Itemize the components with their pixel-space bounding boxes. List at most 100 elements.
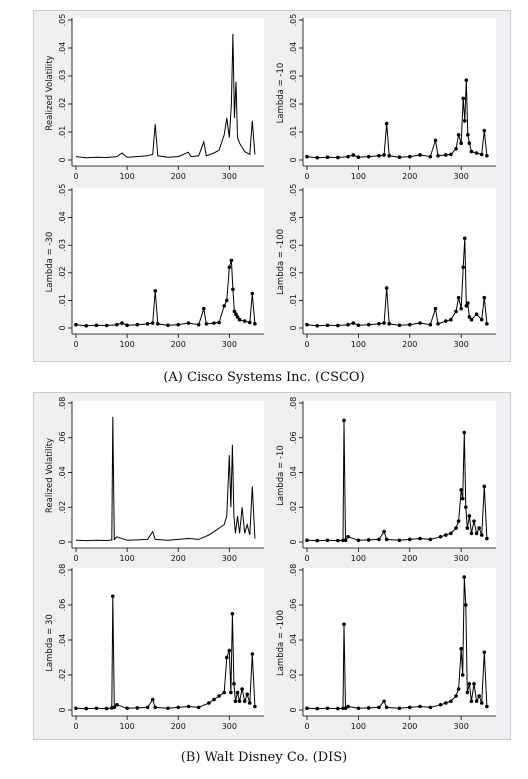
data-point-5-32 (479, 533, 484, 537)
data-point-3-8 (377, 322, 381, 326)
data-point-2-28 (237, 317, 242, 322)
data-point-3-1 (315, 323, 320, 328)
y-tick-label-2-4: .04 (58, 211, 67, 224)
data-point-2-17 (204, 322, 209, 326)
data-point-1-27 (467, 141, 472, 145)
data-point-6-16 (196, 705, 201, 710)
x-tick-label-1-2: 200 (402, 172, 417, 181)
data-point-3-23 (461, 265, 466, 270)
data-point-5-17 (438, 534, 443, 539)
y-axis-title-6: Lambda = 30 (45, 614, 55, 672)
data-point-5-1 (315, 538, 320, 543)
data-point-5-10 (377, 537, 381, 542)
data-point-2-18 (212, 321, 216, 325)
x-tick-label-7-2: 200 (402, 722, 417, 731)
data-point-2-4 (115, 322, 119, 327)
data-point-3-10 (384, 286, 389, 290)
data-point-1-12 (397, 155, 402, 159)
x-tick-label-3-2: 200 (402, 340, 417, 349)
x-tick-label-4-2: 200 (171, 554, 186, 563)
data-point-3-2 (325, 323, 330, 328)
data-point-6-13 (166, 706, 170, 711)
data-point-6-26 (233, 699, 238, 704)
data-point-1-7 (366, 154, 371, 159)
x-tick-label-2-1: 100 (119, 340, 134, 349)
data-point-6-19 (217, 694, 221, 698)
data-point-6-28 (237, 699, 242, 704)
data-point-5-30 (474, 531, 479, 536)
data-point-2-32 (253, 322, 257, 326)
data-point-1-10 (384, 121, 389, 126)
x-tick-label-4-1: 100 (119, 554, 134, 563)
data-point-3-27 (467, 315, 472, 319)
y-axis-title-0: Realized Volatility (45, 55, 55, 130)
x-tick-label-6-2: 200 (171, 722, 186, 731)
data-point-3-30 (479, 317, 484, 322)
y-tick-label-7-3: .06 (289, 599, 298, 612)
data-point-5-9 (366, 538, 371, 542)
x-tick-label-2-2: 200 (171, 340, 186, 349)
figure-a-caption: (A) Cisco Systems Inc. (CSCO) (163, 370, 365, 385)
x-tick-label-4-0: 0 (73, 554, 78, 563)
data-point-6-11 (150, 697, 155, 702)
y-tick-label-1-2: .02 (289, 98, 298, 111)
data-point-5-25 (463, 505, 468, 510)
data-point-6-31 (245, 692, 250, 697)
data-point-1-31 (482, 128, 487, 133)
data-point-1-24 (462, 119, 467, 123)
data-point-3-6 (356, 323, 361, 328)
data-point-7-22 (459, 646, 463, 651)
data-point-5-21 (456, 519, 461, 523)
data-point-5-2 (325, 538, 330, 543)
data-point-3-15 (428, 322, 433, 327)
x-tick-label-3-1: 100 (351, 340, 366, 349)
y-axis-title-1: Lambda = -10 (276, 63, 286, 124)
data-point-5-3 (336, 538, 340, 543)
x-tick-label-1-0: 0 (304, 172, 309, 181)
x-tick-label-6-1: 100 (119, 722, 134, 731)
y-tick-label-1-4: .04 (289, 42, 298, 55)
x-tick-label-6-3: 300 (222, 722, 237, 731)
data-point-7-7 (346, 704, 350, 709)
data-point-1-1 (315, 155, 320, 160)
y-tick-label-6-3: .06 (58, 599, 67, 612)
y-tick-label-3-4: .04 (289, 211, 298, 224)
y-axis-title-2: Lambda = -30 (45, 232, 55, 293)
data-point-7-19 (449, 699, 453, 704)
data-point-3-3 (336, 323, 340, 328)
data-point-5-15 (418, 536, 422, 541)
y-tick-label-3-0: 0 (289, 325, 298, 330)
data-point-3-25 (464, 304, 469, 308)
data-point-3-18 (443, 319, 448, 323)
y-tick-label-3-1: .01 (289, 294, 298, 307)
data-point-6-22 (227, 648, 232, 653)
y-tick-label-6-4: .08 (58, 564, 67, 577)
data-point-7-23 (460, 673, 465, 677)
data-point-1-5 (351, 153, 356, 157)
data-point-5-6 (343, 538, 348, 543)
data-point-3-9 (382, 321, 386, 325)
data-point-1-22 (459, 141, 463, 145)
data-point-5-4 (341, 538, 345, 543)
data-point-7-26 (465, 690, 470, 695)
data-point-7-33 (482, 650, 487, 655)
data-point-2-24 (231, 287, 235, 292)
data-point-3-12 (397, 323, 402, 328)
x-tick-label-5-3: 300 (454, 554, 469, 563)
data-point-7-1 (315, 706, 320, 711)
data-point-3-0 (305, 322, 309, 327)
y-tick-label-4-0: 0 (58, 539, 67, 544)
x-tick-label-0-2: 200 (171, 172, 186, 181)
data-point-7-6 (343, 706, 348, 711)
data-point-7-4 (341, 706, 345, 711)
y-tick-label-0-3: .03 (58, 70, 67, 83)
y-tick-label-2-3: .03 (58, 239, 67, 252)
data-point-2-3 (104, 323, 109, 328)
data-point-5-13 (397, 538, 402, 543)
data-point-7-11 (382, 699, 386, 704)
data-point-2-27 (235, 315, 240, 319)
data-point-1-4 (346, 154, 350, 159)
data-point-1-19 (449, 152, 453, 157)
data-point-2-0 (74, 322, 78, 327)
data-point-7-0 (305, 706, 309, 711)
